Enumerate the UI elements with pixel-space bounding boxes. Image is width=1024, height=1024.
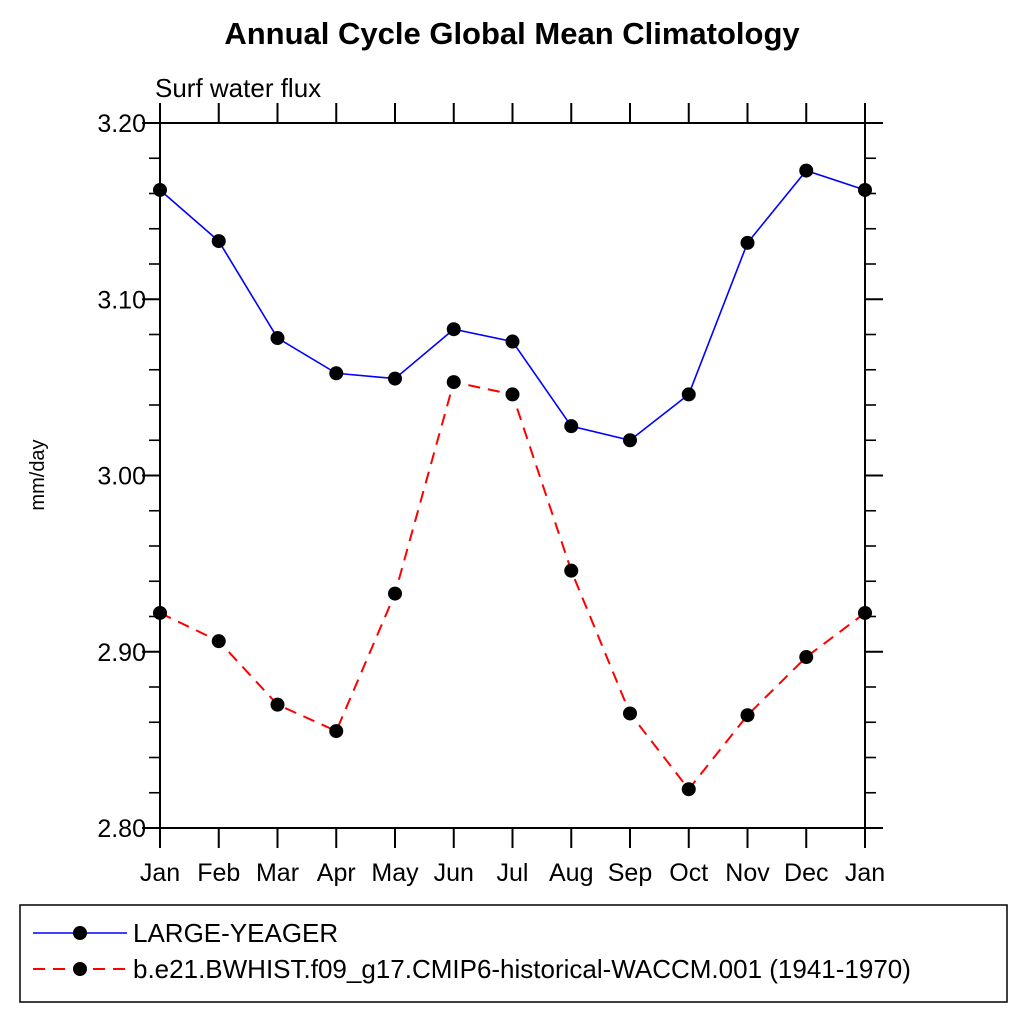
x-tick-label: Dec (784, 859, 828, 887)
data-point-marker (329, 366, 344, 381)
data-point-marker (681, 782, 696, 797)
data-point-marker (623, 706, 637, 721)
data-point-marker (858, 605, 872, 620)
x-tick-label: Jan (140, 859, 180, 887)
data-point-marker (270, 697, 285, 712)
data-point-marker (153, 182, 167, 197)
legend-label-large-yeager: LARGE-YEAGER (133, 918, 338, 948)
x-tick-label: Jun (434, 859, 474, 887)
y-tick-label: 3.20 (97, 110, 146, 138)
data-point-marker (740, 235, 755, 250)
legend-label-bwhist: b.e21.BWHIST.f09_g17.CMIP6-historical-WA… (133, 954, 911, 984)
y-tick-labels: 2.80 2.90 3.00 3.10 3.20 (97, 110, 146, 843)
data-point-marker (858, 182, 872, 197)
legend-swatches (33, 926, 127, 976)
legend: LARGE-YEAGER b.e21.BWHIST.f09_g17.CMIP6-… (19, 904, 1008, 1003)
data-point-marker (329, 724, 344, 739)
data-point-marker (388, 586, 402, 601)
data-point-marker (799, 163, 814, 178)
legend-box (19, 904, 1008, 1003)
data-point-marker (564, 419, 579, 434)
data-point-marker (505, 334, 520, 349)
x-tick-label: Mar (256, 859, 299, 887)
legend-marker-1 (73, 962, 87, 976)
data-series (153, 163, 872, 797)
x-tick-label: Oct (669, 859, 708, 887)
y-tick-label: 3.10 (97, 286, 146, 314)
data-point-marker (446, 375, 461, 390)
data-point-marker (153, 605, 167, 620)
data-point-marker (505, 387, 520, 402)
data-point-marker (799, 650, 814, 665)
y-axis-label: mm/day (27, 439, 49, 510)
x-tick-label: Apr (317, 859, 356, 887)
data-point-marker (446, 322, 461, 337)
data-point-marker (740, 708, 755, 723)
chart-subtitle: Surf water flux (155, 73, 321, 103)
x-tick-label: Nov (725, 859, 770, 887)
data-point-marker (388, 371, 402, 386)
x-tick-label: Sep (608, 859, 652, 887)
data-point-marker (564, 563, 579, 578)
x-tick-label: Jan (845, 859, 885, 887)
x-tick-label: Jul (497, 859, 529, 887)
legend-marker-0 (73, 926, 87, 940)
x-tick-label: May (371, 859, 419, 887)
data-point-marker (623, 433, 637, 448)
data-point-marker (211, 634, 226, 649)
data-point-marker (211, 234, 226, 249)
x-tick-label: Feb (197, 859, 240, 887)
series-line-1 (159, 380, 866, 791)
x-tick-label: Aug (549, 859, 593, 887)
y-axis-ticks (142, 122, 883, 829)
data-point-marker (270, 331, 285, 346)
y-tick-label: 3.00 (97, 463, 146, 491)
data-point-marker (681, 387, 696, 402)
y-tick-label: 2.80 (97, 815, 146, 843)
x-tick-labels: Jan Feb Mar Apr May Jun Jul Aug Sep Oct Nov Dec Jan (140, 859, 885, 887)
y-tick-label: 2.90 (97, 639, 146, 667)
x-axis-ticks (159, 103, 866, 848)
chart-title: Annual Cycle Global Mean Climatology (224, 16, 800, 51)
